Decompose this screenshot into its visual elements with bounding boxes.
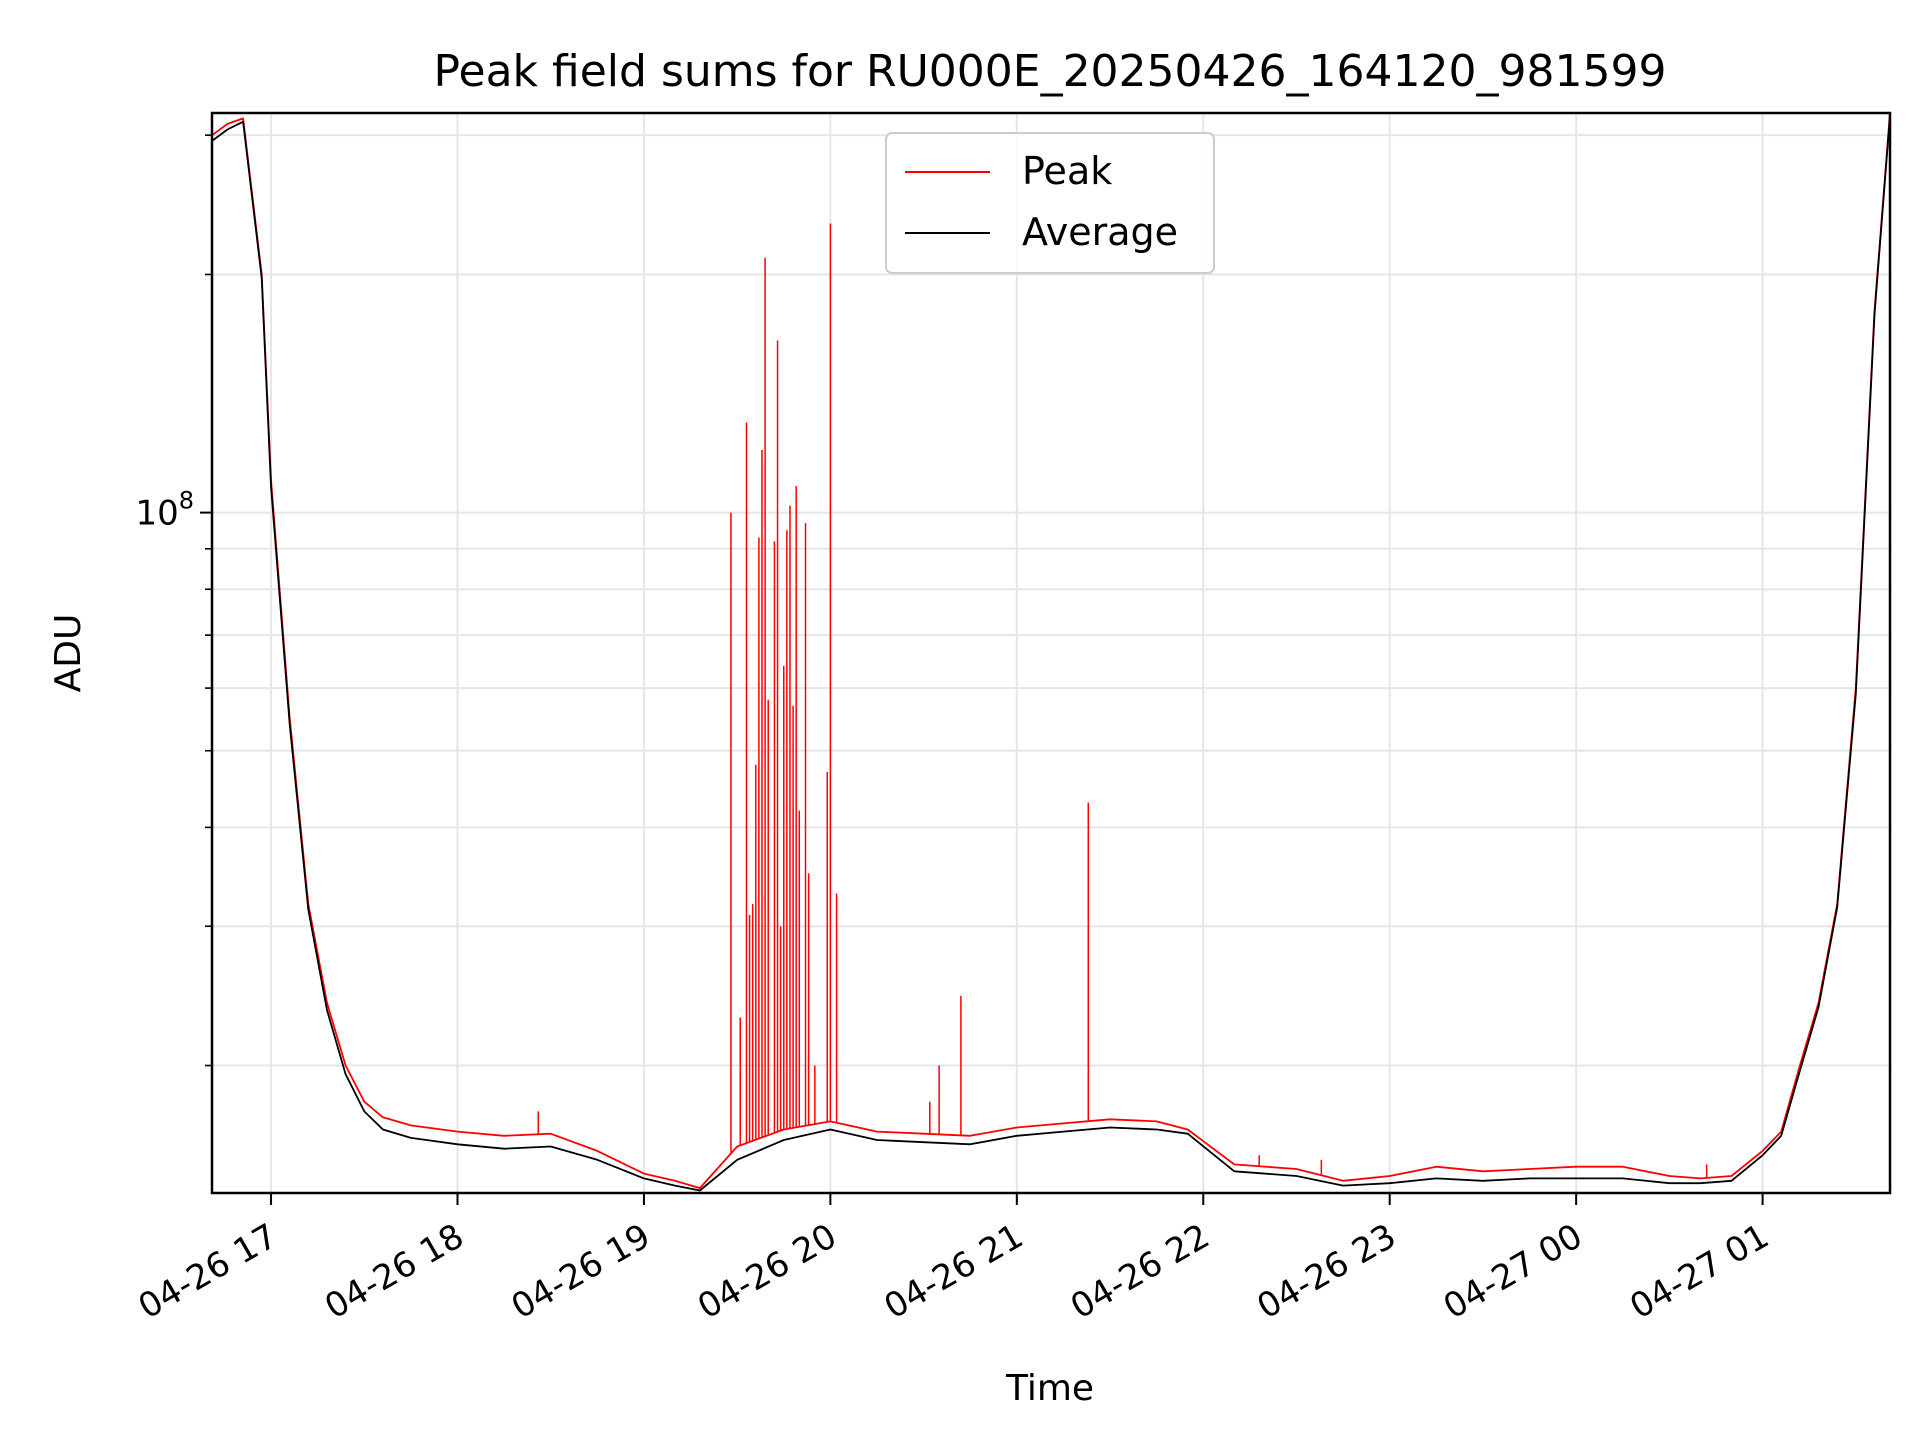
chart-title: Peak field sums for RU000E_20250426_1641… bbox=[434, 46, 1667, 97]
series-group bbox=[212, 113, 1890, 1192]
y-tick-label: 108 bbox=[135, 487, 194, 534]
plot-area-frame bbox=[210, 111, 1892, 1195]
grid-lines bbox=[212, 113, 1890, 1193]
y-axis: 108 bbox=[135, 134, 212, 1067]
legend-box bbox=[885, 132, 1215, 274]
x-axis-label: Time bbox=[1005, 1368, 1094, 1409]
series-line-peak bbox=[212, 113, 1890, 1189]
y-axis-label: ADU bbox=[48, 614, 89, 693]
legend-label-average: Average bbox=[1022, 210, 1178, 254]
series-line-average bbox=[212, 115, 1890, 1192]
legend-label-peak: Peak bbox=[1022, 149, 1112, 193]
legend: Peak Average bbox=[885, 132, 1215, 274]
plot-series bbox=[212, 113, 1890, 1192]
